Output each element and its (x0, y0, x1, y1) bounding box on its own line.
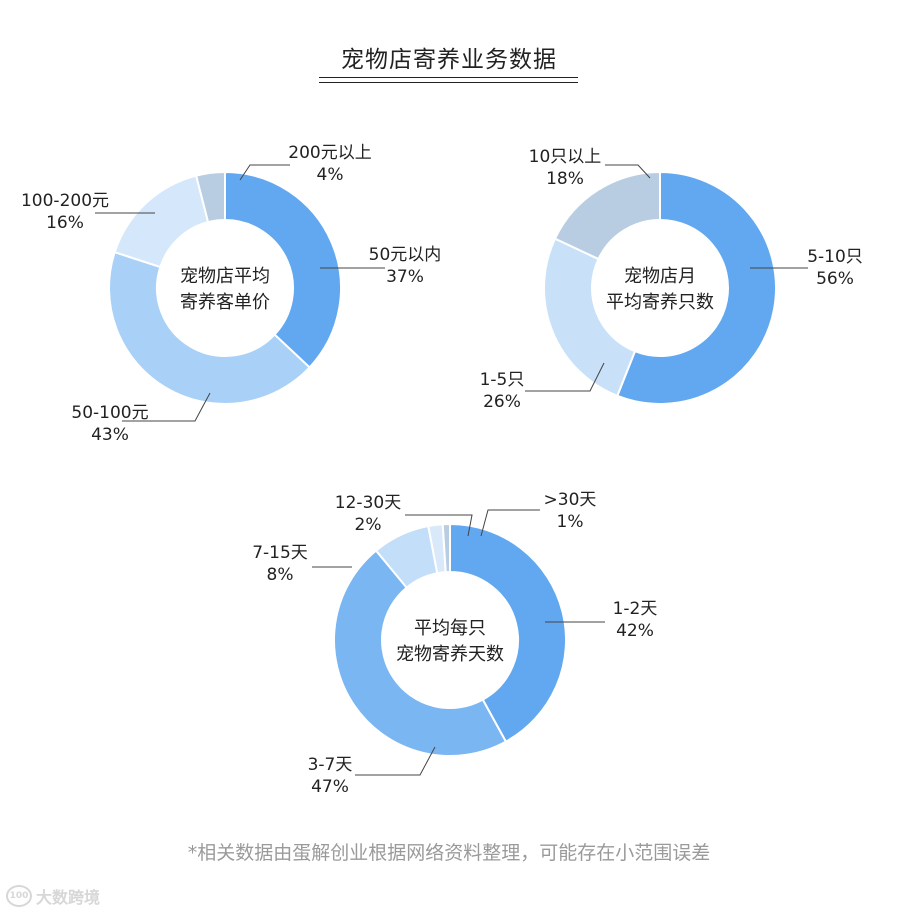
donut-1-slice-2 (108, 250, 311, 405)
donut-2-slice-3 (553, 170, 661, 261)
donut-1-slice-value-1: 37% (386, 267, 424, 287)
title-underline-top (319, 77, 578, 78)
watermark-logo: 100 大数跨境 (6, 884, 100, 908)
donut-1-slice-3 (113, 174, 210, 269)
donut-3-slice-1 (449, 522, 567, 744)
donut-3-center-label-1: 平均每只 (414, 618, 486, 639)
donut-2-slice-label-3: 10只以上 (529, 147, 602, 167)
donut-3-slice-value-3: 8% (267, 565, 294, 585)
donut-3-leader-line-5 (480, 509, 540, 537)
donut-2-slice-value-1: 56% (816, 269, 854, 289)
donut-1-slice-label-4: 200元以上 (288, 143, 371, 163)
donut-2-slice-value-3: 18% (546, 169, 584, 189)
donut-2-center-label-2: 平均寄养只数 (606, 292, 714, 313)
donut-3-slice-label-3: 7-15天 (252, 543, 308, 563)
donut-2-leader-line-2 (525, 362, 605, 392)
donut-1-slice-label-3: 100-200元 (21, 191, 109, 211)
page-title: 宠物店寄养业务数据 (341, 47, 557, 73)
donut-2-slice-label-2: 1-5只 (480, 370, 525, 390)
donut-1-slice-1 (224, 170, 342, 369)
footnote: *相关数据由蛋解创业根据网络资料整理，可能存在小范围误差 (187, 842, 711, 864)
donut-3-leader-line-2 (355, 746, 436, 776)
donut-3-slice-value-5: 1% (557, 512, 584, 532)
donut-1-slice-value-3: 16% (46, 213, 84, 233)
donut-2-slice-2 (543, 237, 637, 398)
donut-2-center-label-1: 宠物店月 (624, 266, 696, 287)
donut-1-center-label-1: 宠物店平均 (180, 266, 270, 287)
donut-3-center-label-2: 宠物寄养天数 (396, 644, 504, 665)
donut-2-slice-1 (615, 170, 777, 405)
watermark-mark: 100 (6, 885, 32, 907)
donut-1-leader-line-4 (239, 164, 290, 181)
donut-1-slice-value-2: 43% (91, 425, 129, 445)
donut-1-leader-line-2 (122, 392, 211, 422)
donut-3-slice-value-2: 47% (311, 777, 349, 797)
donut-1-slice-label-1: 50元以内 (369, 245, 442, 265)
title-underline-bottom (319, 82, 578, 83)
donut-3-slice-value-4: 2% (355, 515, 382, 535)
donut-3-leader-line-4 (405, 514, 473, 537)
donut-1-center-label-2: 寄养客单价 (180, 292, 270, 313)
donut-1-slice-4 (194, 170, 226, 224)
donut-2-leader-line-3 (605, 164, 651, 179)
donut-2-slice-value-2: 26% (483, 392, 521, 412)
watermark-text: 大数跨境 (36, 888, 101, 907)
donut-1-slice-label-2: 50-100元 (71, 403, 148, 423)
donut-3-slice-label-5: >30天 (544, 490, 597, 510)
donut-3-slice-label-1: 1-2天 (613, 599, 658, 619)
donut-3-slice-5 (441, 522, 451, 574)
donut-3-slice-value-1: 42% (616, 621, 654, 641)
donut-3-slice-2 (333, 549, 508, 757)
donut-1-slice-value-4: 4% (317, 165, 344, 185)
donut-3-slice-label-2: 3-7天 (308, 755, 353, 775)
donut-3-slice-label-4: 12-30天 (335, 493, 401, 513)
donut-2-slice-label-1: 5-10只 (807, 247, 863, 267)
